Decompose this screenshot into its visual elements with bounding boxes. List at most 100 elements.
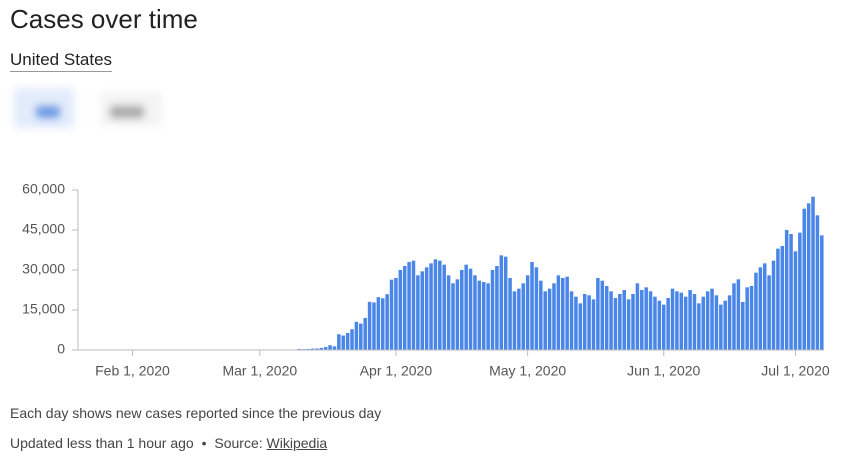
bar — [745, 287, 749, 350]
bar — [534, 267, 539, 350]
x-tick-label: Mar 1, 2020 — [222, 363, 297, 379]
bar — [508, 278, 512, 350]
footnote: Each day shows new cases reported since … — [10, 405, 382, 421]
bar — [815, 215, 820, 350]
bar — [754, 272, 758, 350]
bar — [670, 288, 675, 350]
bar — [521, 283, 526, 350]
bar — [780, 246, 785, 350]
bar — [477, 280, 482, 350]
bar — [710, 288, 714, 350]
bar — [697, 303, 701, 350]
bar — [411, 260, 416, 350]
bar — [661, 304, 666, 350]
bar — [604, 286, 609, 350]
bar — [723, 300, 727, 350]
updated: Updated less than 1 hour ago — [10, 435, 194, 451]
bar — [648, 291, 653, 350]
bar — [310, 348, 315, 350]
bar — [675, 291, 679, 350]
bar — [758, 267, 763, 350]
x-tick-label: Apr 1, 2020 — [360, 363, 433, 379]
bar — [547, 288, 552, 350]
bar — [784, 230, 789, 350]
bar — [398, 270, 403, 350]
chart: 0 15,000 30,000 45,000 60,000 Feb 1, 2020 Mar … — [22, 181, 830, 379]
bar — [389, 279, 394, 350]
bar — [657, 300, 662, 350]
bar — [762, 263, 767, 350]
bar — [517, 288, 521, 350]
bar — [565, 276, 569, 350]
bar — [438, 260, 442, 350]
bar — [692, 294, 697, 350]
bar — [688, 290, 692, 350]
bar — [495, 266, 499, 350]
bar — [354, 321, 359, 350]
bar — [714, 295, 719, 350]
bar — [591, 299, 596, 350]
source-line: Updated less than 1 hour ago • Source: W… — [10, 435, 327, 451]
bar — [363, 317, 367, 350]
y-tick-label: 0 — [57, 341, 65, 357]
bar — [798, 232, 802, 350]
bar — [719, 304, 723, 350]
y-tick-label: 60,000 — [22, 181, 65, 197]
bar — [741, 302, 745, 350]
bar — [486, 283, 490, 350]
bar — [402, 266, 407, 350]
bar — [543, 291, 547, 350]
bar — [574, 296, 578, 350]
bar — [337, 334, 341, 350]
bar — [626, 299, 631, 350]
bar — [385, 294, 389, 350]
location[interactable]: United States — [10, 50, 113, 72]
title: Cases over time — [10, 4, 198, 34]
bar — [503, 256, 508, 350]
bar — [732, 283, 736, 350]
bar — [332, 346, 337, 350]
bar — [705, 291, 710, 350]
bar — [613, 298, 618, 350]
bar — [451, 283, 455, 350]
source-label: Source: — [214, 435, 263, 451]
bar — [512, 291, 517, 350]
bar — [631, 294, 635, 350]
bar — [802, 208, 806, 350]
bar — [315, 348, 319, 350]
bar — [306, 348, 310, 350]
separator: • — [201, 435, 207, 451]
tab-blurred-text — [36, 106, 60, 118]
bar — [749, 286, 754, 350]
bar — [644, 287, 648, 350]
bar — [539, 280, 543, 350]
x-tick-label: May 1, 2020 — [489, 363, 566, 379]
bar — [394, 278, 398, 350]
bar — [736, 279, 741, 350]
x-tick-label: Jun 1, 2020 — [627, 363, 700, 379]
bar — [556, 275, 561, 350]
bar — [640, 290, 644, 350]
bar — [771, 260, 776, 350]
source-link[interactable]: Wikipedia — [266, 435, 328, 451]
bar — [561, 278, 565, 350]
bar — [420, 271, 425, 350]
bar — [653, 296, 657, 350]
bar — [811, 196, 815, 350]
bar — [499, 255, 504, 350]
bar — [297, 348, 302, 350]
bar — [793, 251, 798, 350]
bar — [319, 347, 324, 350]
y-tick-label: 30,000 — [22, 261, 65, 277]
x-tick-label: Feb 1, 2020 — [95, 363, 170, 379]
bar — [359, 323, 363, 350]
bar — [367, 301, 372, 350]
bar — [350, 329, 354, 350]
bar — [806, 203, 811, 350]
bar — [345, 332, 350, 350]
bar — [530, 262, 534, 350]
bar — [323, 346, 328, 350]
bar — [820, 235, 824, 350]
bar — [416, 275, 420, 350]
